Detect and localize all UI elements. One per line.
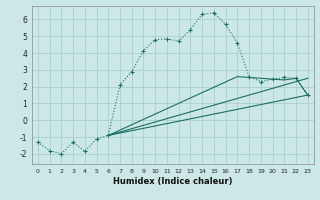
X-axis label: Humidex (Indice chaleur): Humidex (Indice chaleur) (113, 177, 233, 186)
